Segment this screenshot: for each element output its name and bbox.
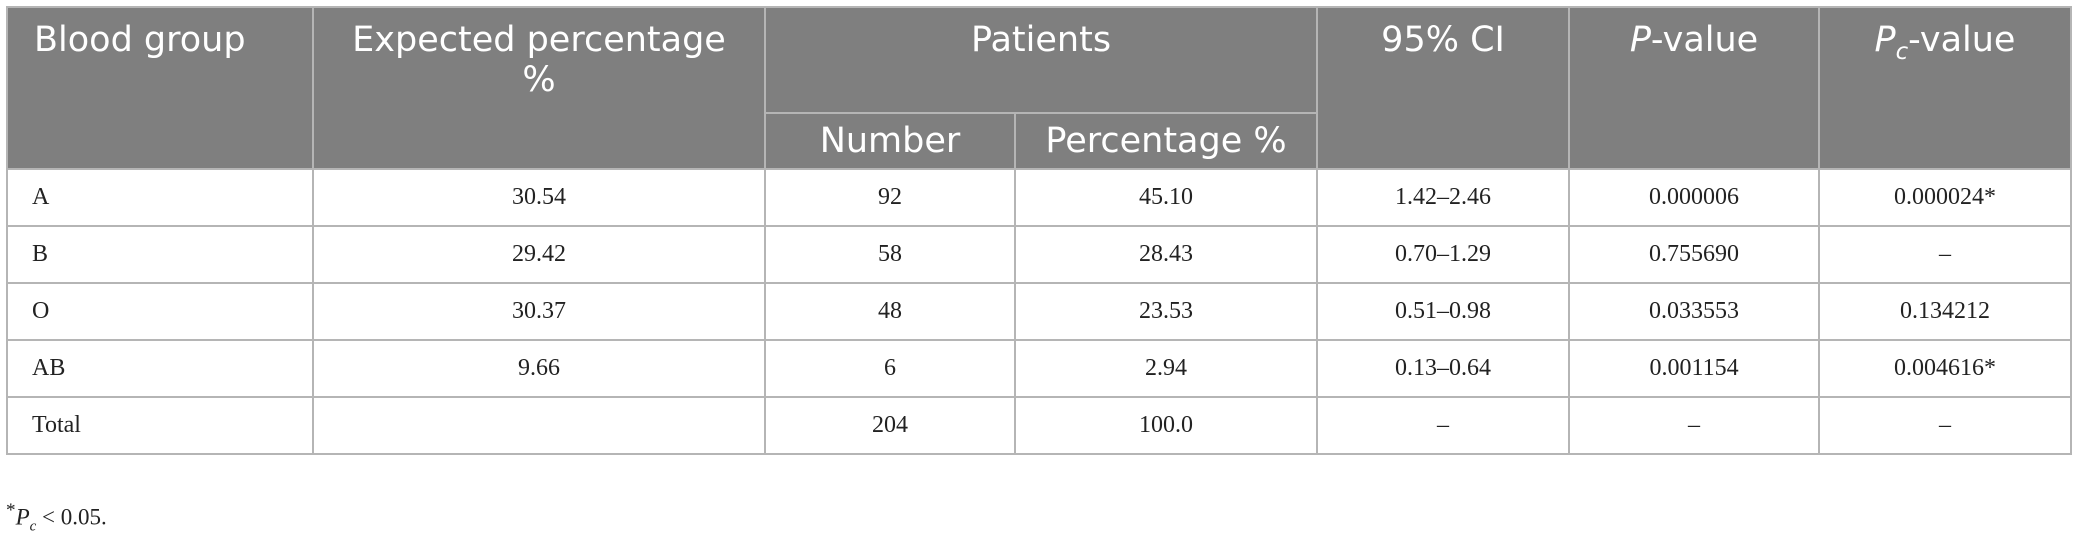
table-row: A 30.54 92 45.10 1.42–2.46 0.000006 0.000024* bbox=[6, 168, 2073, 227]
cell-percentage: 2.94 bbox=[1013, 339, 1319, 398]
cell-percentage: 100.0 bbox=[1013, 396, 1319, 455]
cell-pc: – bbox=[1818, 396, 2073, 455]
cell-number: 48 bbox=[764, 282, 1016, 341]
header-row-1: Blood group Expected percentage % Patien… bbox=[6, 6, 2073, 170]
cell-number: 92 bbox=[764, 168, 1016, 227]
footnote-text: < 0.05. bbox=[36, 504, 107, 530]
header-expected-percentage: Expected percentage % bbox=[312, 6, 766, 170]
header-ci: 95% CI bbox=[1316, 6, 1571, 170]
cell-expected: 30.54 bbox=[312, 168, 766, 227]
cell-number: 204 bbox=[764, 396, 1016, 455]
pc-italic: P bbox=[1874, 20, 1896, 60]
cell-ci: 1.42–2.46 bbox=[1316, 168, 1571, 227]
header-blood-group: Blood group bbox=[6, 6, 314, 170]
table-row: B 29.42 58 28.43 0.70–1.29 0.755690– bbox=[6, 225, 2073, 284]
cell-ci: 0.51–0.98 bbox=[1316, 282, 1571, 341]
footnote-p: P bbox=[15, 504, 30, 530]
cell-percentage: 23.53 bbox=[1013, 282, 1319, 341]
p-italic: P bbox=[1629, 20, 1651, 60]
cell-pc: 0.134212 bbox=[1818, 282, 2073, 341]
footnote-star: * bbox=[6, 500, 16, 521]
header-p-value: P-value bbox=[1568, 6, 1821, 170]
table-row: O 30.37 48 23.53 0.51–0.98 0.033553 0.134212 bbox=[6, 282, 2073, 341]
cell-expected: 30.37 bbox=[312, 282, 766, 341]
cell-expected bbox=[312, 396, 766, 455]
table-container: Blood group Expected percentage % Patien… bbox=[6, 6, 2073, 455]
pc-value-suffix: -value bbox=[1908, 20, 2016, 60]
header-row-2: Number Percentage % bbox=[7, 112, 2071, 170]
cell-pc: 0.004616* bbox=[1818, 339, 2073, 398]
cell-percentage: 45.10 bbox=[1013, 168, 1319, 227]
table-row: AB 9.66 6 2.94 0.13–0.64 0.001154 0.004616* bbox=[6, 339, 2073, 398]
footnote: *Pc < 0.05. bbox=[6, 500, 107, 535]
pc-sub: c bbox=[1895, 39, 1909, 65]
cell-expected: 29.42 bbox=[312, 225, 766, 284]
cell-p: 0.000006 bbox=[1568, 168, 1821, 227]
cell-group: O bbox=[6, 282, 314, 341]
cell-p: 0.001154 bbox=[1568, 339, 1821, 398]
footnote-sub: c bbox=[29, 518, 37, 535]
header-number: Number bbox=[764, 112, 1016, 170]
cell-group: A bbox=[6, 168, 314, 227]
table-row: Total 204 100.0– – – bbox=[6, 396, 2073, 455]
cell-pc: 0.000024* bbox=[1818, 168, 2073, 227]
cell-ci: – bbox=[1316, 396, 1571, 455]
cell-expected: 9.66 bbox=[312, 339, 766, 398]
cell-number: 6 bbox=[764, 339, 1016, 398]
cell-group: Total bbox=[6, 396, 314, 455]
cell-ci: 0.13–0.64 bbox=[1316, 339, 1571, 398]
cell-pc: – bbox=[1818, 225, 2073, 284]
cell-group: B bbox=[6, 225, 314, 284]
cell-p: – bbox=[1568, 396, 1821, 455]
cell-ci: 0.70–1.29 bbox=[1316, 225, 1571, 284]
cell-p: 0.033553 bbox=[1568, 282, 1821, 341]
cell-percentage: 28.43 bbox=[1013, 225, 1319, 284]
header-percentage: Percentage % bbox=[1013, 112, 1319, 170]
blood-group-table: Blood group Expected percentage % Patien… bbox=[6, 6, 2073, 455]
header-patients: Patients bbox=[763, 6, 1319, 114]
header-pc-value: Pc-value bbox=[1818, 6, 2073, 170]
p-value-suffix: -value bbox=[1650, 20, 1759, 60]
cell-number: 58 bbox=[764, 225, 1016, 284]
cell-p: 0.755690 bbox=[1568, 225, 1821, 284]
cell-group: AB bbox=[6, 339, 314, 398]
